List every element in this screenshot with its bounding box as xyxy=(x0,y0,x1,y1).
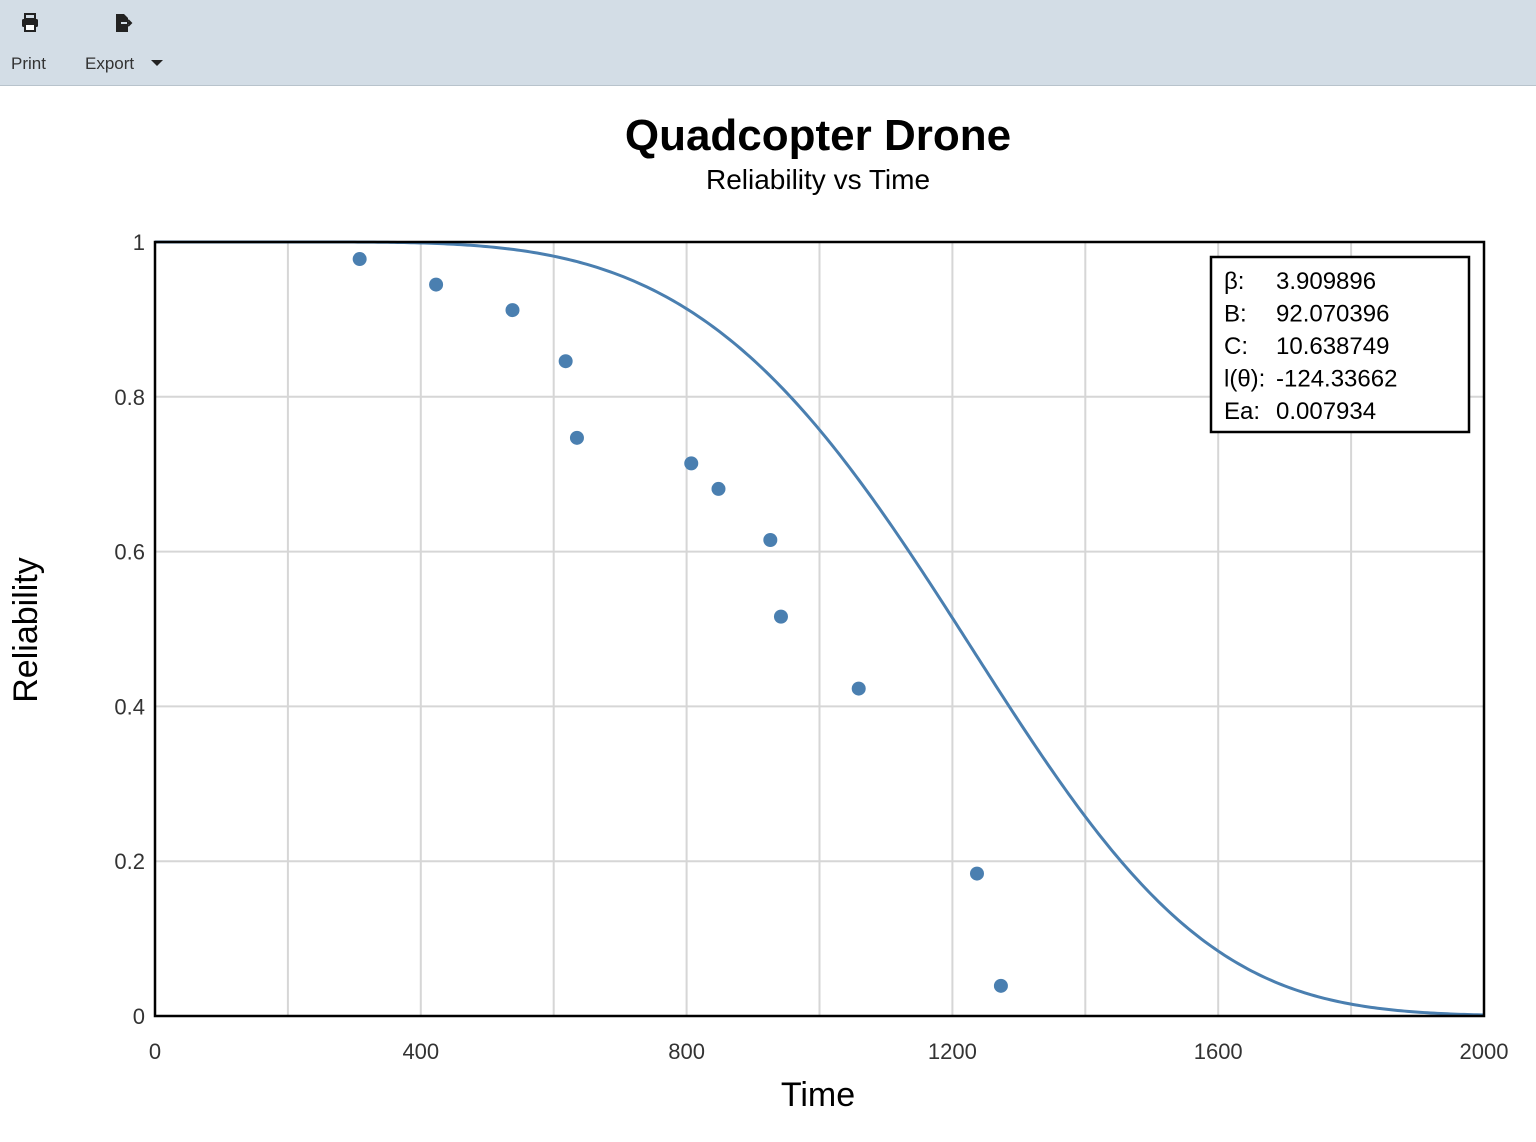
data-point xyxy=(558,354,573,369)
stat-label: C: xyxy=(1224,333,1248,360)
printer-icon xyxy=(22,13,38,32)
caret-down-icon xyxy=(151,60,163,66)
data-point xyxy=(684,456,699,471)
data-point xyxy=(851,681,866,696)
stat-label: B: xyxy=(1224,301,1247,328)
data-point xyxy=(993,978,1008,993)
data-point xyxy=(773,609,788,624)
x-tick-label: 0 xyxy=(149,1039,161,1064)
stat-label: Ea: xyxy=(1224,398,1260,425)
export-label: Export xyxy=(85,54,135,73)
y-axis-ticks: 0 0.2 0.4 0.6 0.8 1 xyxy=(114,230,145,1029)
x-tick-label: 400 xyxy=(402,1039,439,1064)
x-tick-label: 1200 xyxy=(928,1039,977,1064)
y-tick-label: 0.2 xyxy=(114,849,145,874)
export-file-icon xyxy=(116,14,133,32)
y-tick-label: 0.4 xyxy=(114,694,145,719)
y-axis-title: Reliability xyxy=(7,557,45,703)
x-tick-label: 800 xyxy=(668,1039,705,1064)
print-button[interactable]: Print xyxy=(8,0,56,86)
y-tick-label: 0.6 xyxy=(114,540,145,565)
print-label: Print xyxy=(11,54,46,73)
x-tick-label: 2000 xyxy=(1460,1039,1509,1064)
data-point xyxy=(352,252,367,267)
x-axis-ticks: 0 400 800 1200 1600 2000 xyxy=(149,1039,1509,1064)
data-point xyxy=(711,481,726,496)
plot-frame xyxy=(153,240,1486,1018)
x-axis-title: Time xyxy=(781,1076,855,1114)
data-point xyxy=(429,277,444,292)
data-points xyxy=(352,252,1008,993)
stat-value: 0.007934 xyxy=(1276,398,1376,425)
stats-legend-frame xyxy=(1209,255,1471,434)
y-tick-label: 0 xyxy=(133,1004,145,1029)
data-point xyxy=(763,532,778,547)
chart: Quadcopter Drone Reliability vs Time 0 40… xyxy=(7,111,1509,1114)
toolbar: Print Export xyxy=(0,0,1536,86)
export-button[interactable]: Export xyxy=(82,0,172,86)
stat-label: β: xyxy=(1224,268,1244,295)
chart-title: Quadcopter Drone xyxy=(625,111,1011,160)
chart-subtitle: Reliability vs Time xyxy=(706,164,930,195)
stat-label: l(θ): xyxy=(1224,366,1265,393)
stat-value: 92.070396 xyxy=(1276,301,1389,328)
x-tick-label: 1600 xyxy=(1194,1039,1243,1064)
stat-value: 3.909896 xyxy=(1276,268,1376,295)
data-point xyxy=(505,303,520,318)
stat-value: -124.33662 xyxy=(1276,366,1397,393)
data-point xyxy=(569,430,584,445)
data-point xyxy=(969,866,984,881)
y-tick-label: 0.8 xyxy=(114,385,145,410)
stats-legend: β: 3.909896 B: 92.070396 C: 10.638749 l(θ): -12… xyxy=(1209,255,1471,434)
y-tick-label: 1 xyxy=(133,230,145,255)
stat-value: 10.638749 xyxy=(1276,333,1389,360)
